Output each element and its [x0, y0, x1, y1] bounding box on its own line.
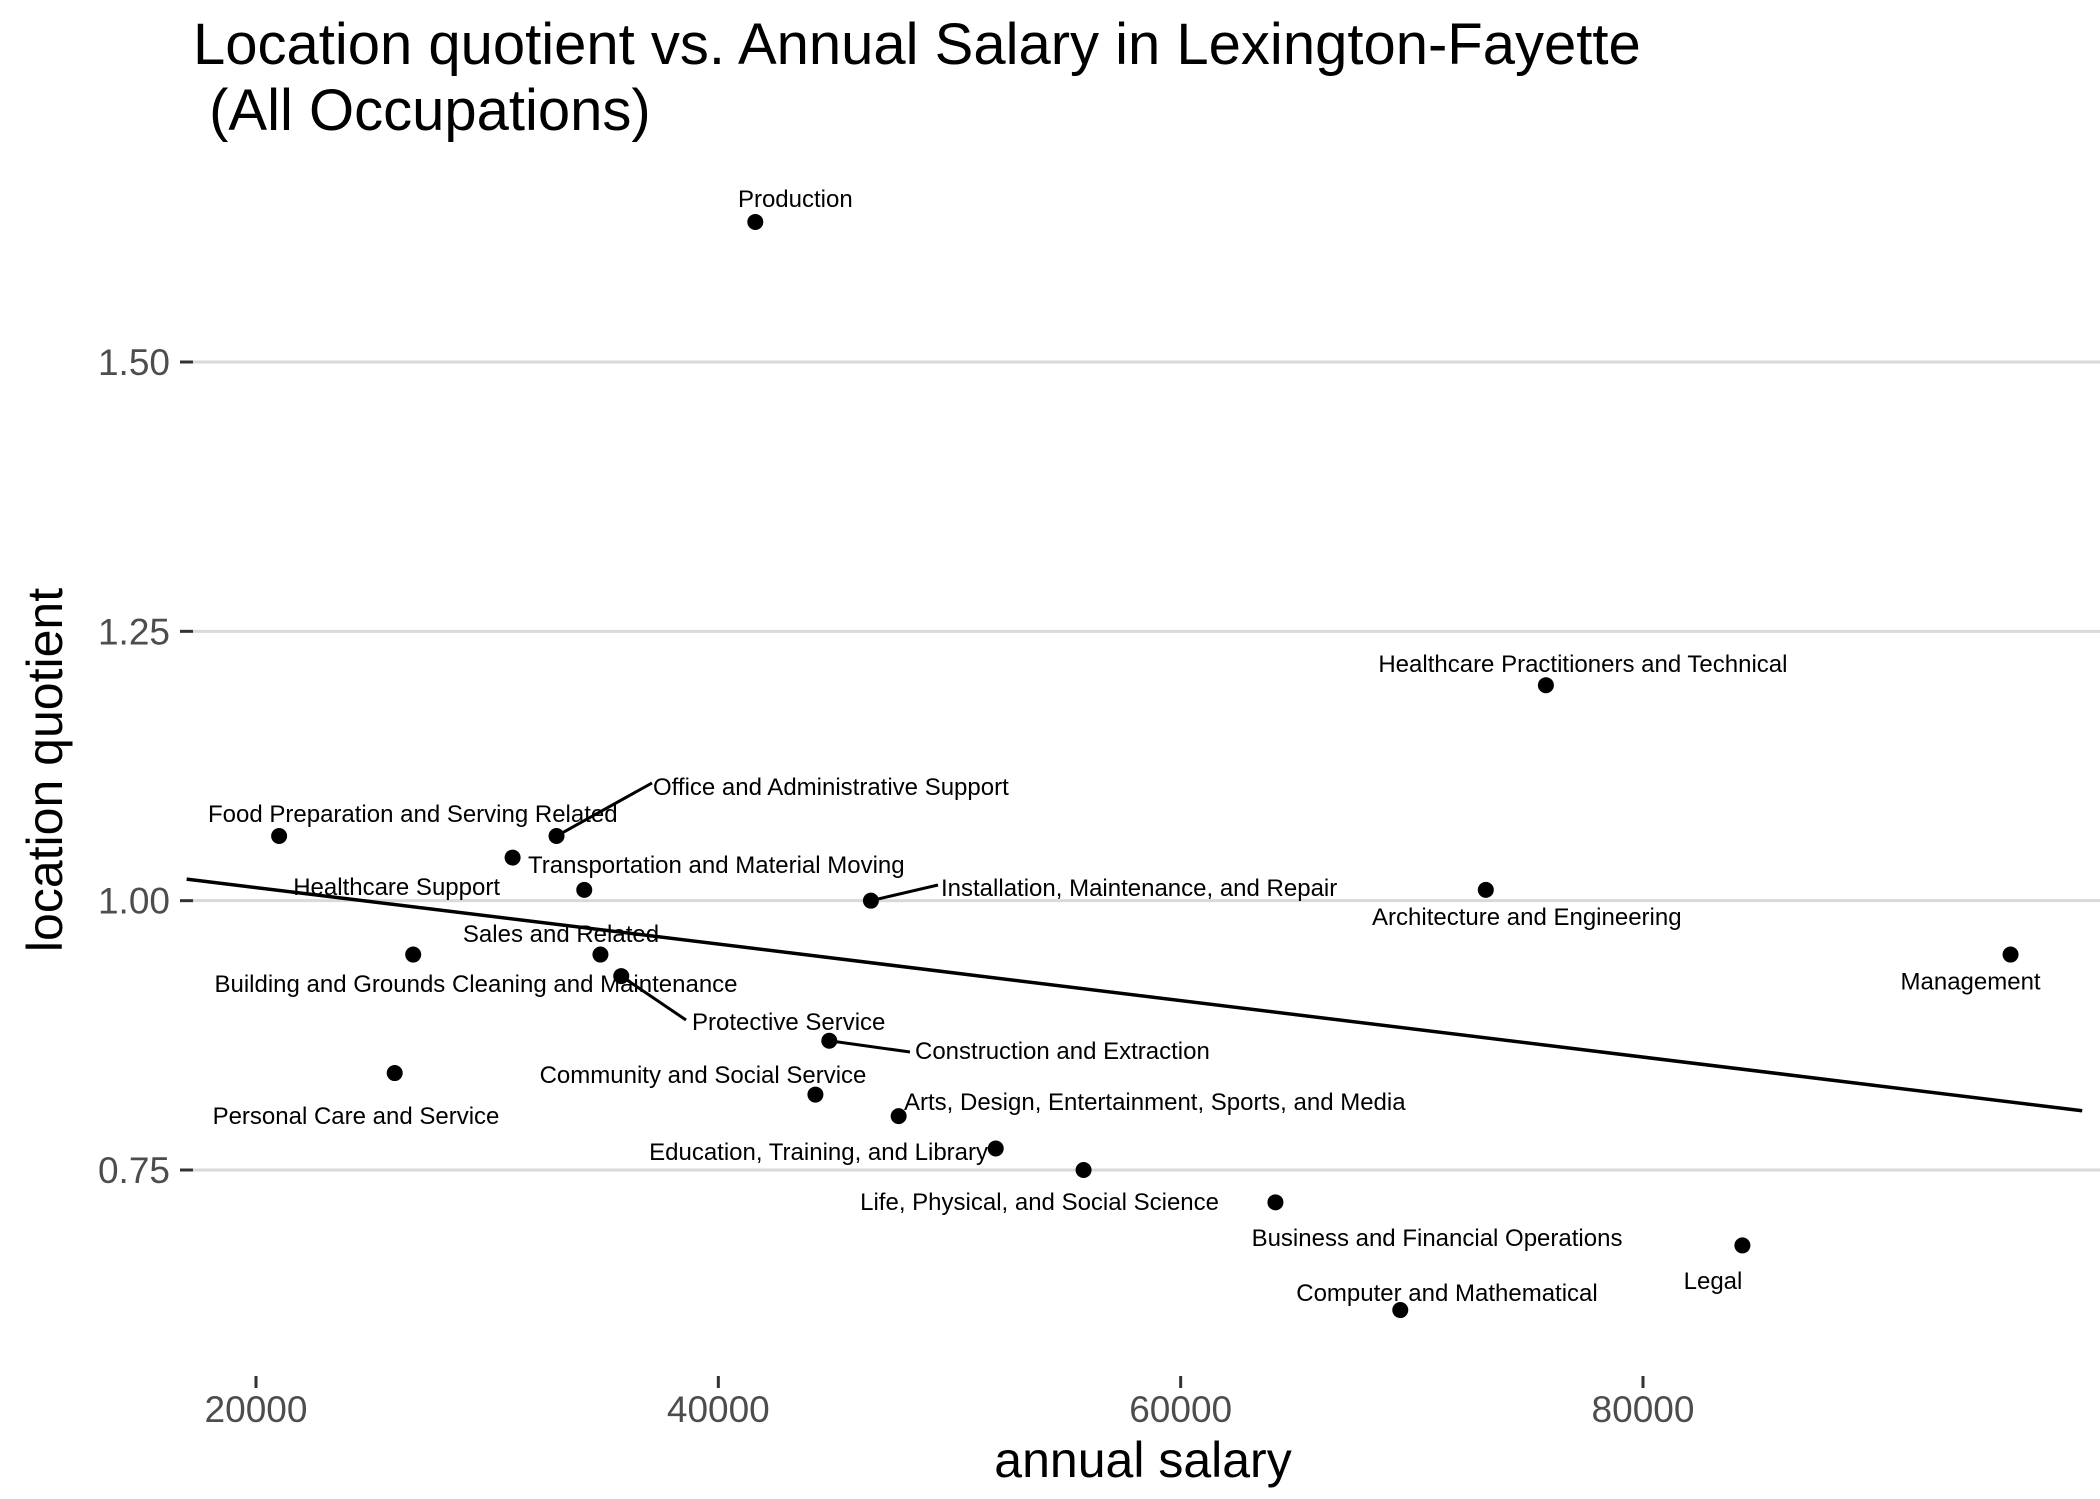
point-label: Sales and Related — [463, 921, 659, 948]
data-point — [504, 849, 521, 866]
point-label: Construction and Extraction — [915, 1038, 1210, 1065]
label-leader-line — [870, 883, 939, 903]
data-point — [548, 828, 565, 845]
label-leader-line — [829, 1039, 911, 1054]
data-point — [1477, 881, 1494, 898]
data-point — [890, 1108, 907, 1125]
point-label: Office and Administrative Support — [653, 774, 1009, 801]
data-point — [1392, 1302, 1409, 1319]
point-labels: Production Healthcare Practitioners and T… — [208, 186, 2041, 1307]
point-label: Legal — [1684, 1268, 1743, 1295]
data-point — [821, 1032, 838, 1049]
y-tick-label: 0.75 — [98, 1150, 170, 1191]
point-label: Healthcare Practitioners and Technical — [1378, 651, 1787, 678]
data-point — [1734, 1237, 1751, 1254]
data-point — [807, 1086, 824, 1103]
x-tick-label: 20000 — [205, 1389, 308, 1430]
point-label: Food Preparation and Serving Related — [208, 801, 618, 828]
chart-title: Location quotient vs. Annual Salary in L… — [193, 12, 1641, 77]
x-tick-label: 40000 — [667, 1389, 770, 1430]
data-point — [862, 892, 879, 909]
point-label: Business and Financial Operations — [1252, 1225, 1623, 1252]
point-label: Transportation and Material Moving — [528, 852, 905, 879]
data-point — [747, 213, 764, 230]
data-point — [1267, 1194, 1284, 1211]
point-label: Community and Social Service — [540, 1062, 867, 1089]
point-label: Education, Training, and Library — [649, 1139, 988, 1166]
y-tick-label: 1.50 — [98, 342, 170, 383]
data-point — [2002, 946, 2019, 963]
point-label: Installation, Maintenance, and Repair — [941, 875, 1337, 902]
chart-subtitle: (All Occupations) — [193, 78, 651, 143]
y-axis: 0.75 1.00 1.25 1.50 — [98, 342, 193, 1191]
data-point — [1537, 677, 1554, 694]
trend-line-group — [186, 877, 2083, 1113]
data-point — [987, 1140, 1004, 1157]
trend-line — [186, 877, 2083, 1113]
point-label: Arts, Design, Entertainment, Sports, and… — [904, 1089, 1406, 1116]
point-label: Building and Grounds Cleaning and Mainte… — [214, 971, 737, 998]
data-point — [613, 968, 630, 985]
y-axis-title: location quotient — [17, 588, 73, 952]
x-tick-label: 80000 — [1592, 1389, 1695, 1430]
data-point — [405, 946, 422, 963]
point-label: Production — [738, 186, 853, 213]
label-leaders — [555, 781, 939, 1054]
point-label: Management — [1901, 969, 2041, 996]
data-point — [271, 828, 288, 845]
y-tick-label: 1.25 — [98, 611, 170, 652]
point-label: Life, Physical, and Social Science — [860, 1189, 1219, 1216]
point-label: Personal Care and Service — [213, 1103, 500, 1130]
data-points — [271, 213, 2019, 1319]
point-label: Architecture and Engineering — [1372, 904, 1682, 931]
label-leader-line — [620, 974, 687, 1022]
x-tick-label: 60000 — [1129, 1389, 1232, 1430]
data-point — [386, 1065, 403, 1082]
point-label: Computer and Mathematical — [1296, 1280, 1597, 1307]
point-label: Protective Service — [692, 1009, 885, 1036]
x-axis-title: annual salary — [994, 1432, 1291, 1488]
data-point — [592, 946, 609, 963]
grid-lines — [193, 360, 2100, 1172]
point-label: Healthcare Support — [293, 874, 500, 901]
data-point — [576, 881, 593, 898]
x-axis: 20000 40000 60000 80000 — [205, 1376, 1695, 1430]
label-leader-line — [555, 781, 653, 838]
y-tick-label: 1.00 — [98, 881, 170, 922]
data-point — [1075, 1162, 1092, 1178]
